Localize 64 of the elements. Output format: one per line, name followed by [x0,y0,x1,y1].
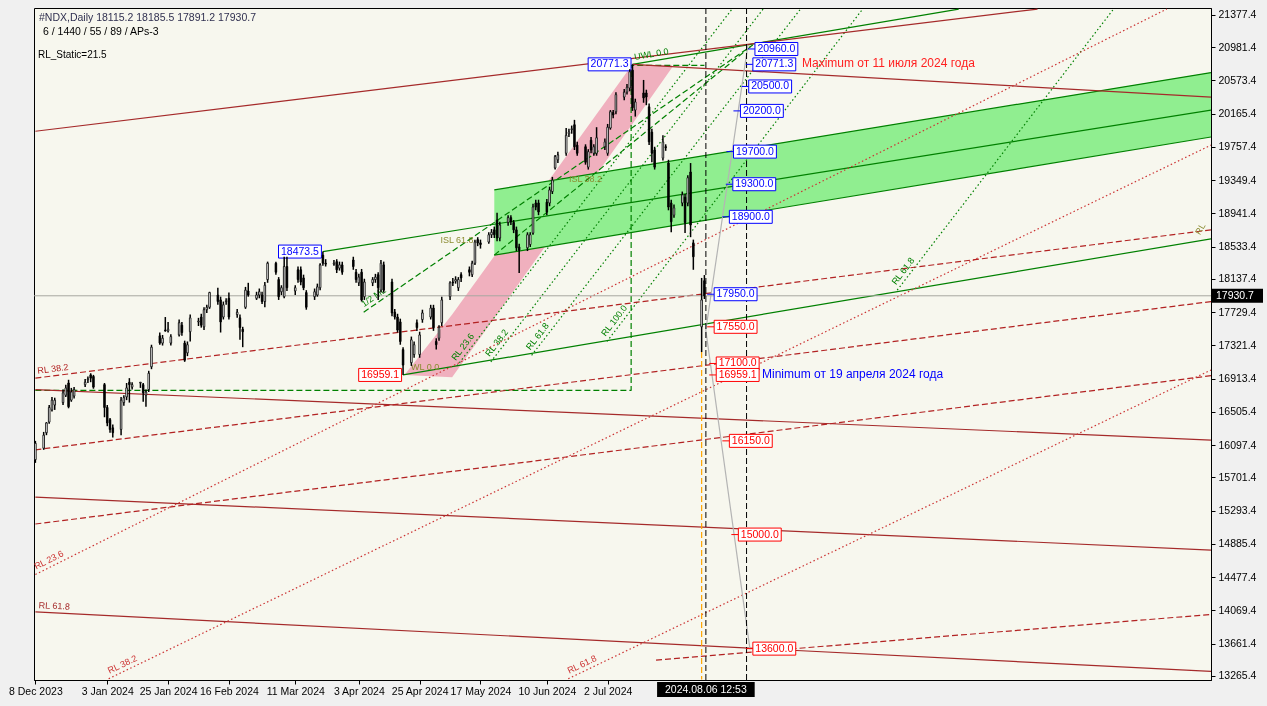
annotation: 19300.0 [735,177,774,190]
x-tick-label: 17 May 2024 [450,684,512,697]
annotation: 15000.0 [740,527,779,540]
annotation: Minimum от 19 апреля 2024 года [762,367,944,381]
x-tick-label: 3 Jan 2024 [81,684,134,697]
x-tick-label: 25 Jan 2024 [139,684,198,697]
text: RL 23.6 [32,548,66,572]
x-tick-label: 25 Apr 2024 [391,684,449,697]
y-tick-label: 16505.4 [1218,405,1257,418]
y-tick-label: 17321.4 [1218,338,1257,351]
text: UWL 0.0 [633,46,670,62]
y-tick-label: 16097.4 [1218,438,1257,451]
y-tick-label: 14069.4 [1218,603,1257,616]
y-tick-label: 18941.4 [1218,206,1257,219]
annotation: Maximum от 11 июля 2024 года [802,56,976,70]
x-tick-label: 10 Jun 2024 [518,684,577,697]
annotation: 17950.0 [716,287,755,300]
x-tick-label: 11 Mar 2024 [266,684,325,697]
y-tick-label: 17729.4 [1218,305,1257,318]
annotation: 18473.5 [280,244,320,257]
annotation: 17100.0 [718,356,757,369]
text: 1/2 ML [359,284,388,309]
y-tick-label: 18137.4 [1218,272,1257,285]
annotation: 18900.0 [731,209,770,222]
ref-line-label: 2024.08.06 12:53 [665,683,747,695]
y-tick-label: 15701.4 [1218,470,1257,483]
annotation: ISL 61.8 [440,234,474,245]
y-tick-label: 16913.4 [1218,372,1257,385]
text: RL 38.2 [36,361,70,376]
annotation: 20200.0 [742,103,781,116]
annotation: 19700.0 [735,144,775,157]
x-tick-label: 8 Dec 2023 [9,684,63,697]
y-tick-label: 14477.4 [1218,570,1257,583]
annotation: 20771.3 [590,57,629,70]
annotation: 16150.0 [731,433,770,446]
y-tick-label: 20981.4 [1218,40,1257,53]
x-tick-label: 2 Jul 2024 [583,684,633,697]
annotation: 20960.0 [757,41,796,54]
series-label: RL 61.8 [38,600,71,612]
annotation: 13600.0 [755,641,794,654]
x-tick-label: 16 Feb 2024 [199,684,260,697]
text: RL 61.8 [565,653,599,676]
y-tick-label: 14885.4 [1218,537,1257,550]
y-tick-label: 19349.4 [1218,173,1257,186]
y-tick-label: 13265.4 [1218,669,1257,682]
annotation: 16959.1 [718,367,757,380]
annotation: 20500.0 [751,79,790,92]
y-tick-label: 21377.4 [1218,8,1257,21]
annotation: 16959.1 [361,367,400,380]
y-tick-label: 19757.4 [1218,140,1257,153]
y-tick-label: 13661.4 [1218,637,1257,650]
chart-title: #NDX,Daily 18115.2 18185.5 17891.2 17930.7 [39,11,257,23]
y-tick-label: 20165.4 [1218,107,1257,120]
ref-line-label: 17930.7 [1216,288,1255,301]
y-tick-label: 18533.4 [1218,240,1257,253]
annotation: RL [1193,221,1208,237]
x-tick-label: 3 Apr 2024 [333,684,385,697]
y-tick-label: 15293.4 [1218,504,1257,517]
annotation: RL_Static=21.5 [38,49,108,60]
annotation: 20771.3 [755,57,794,70]
text: RL 38.2 [106,653,139,676]
annotation: 17550.0 [716,319,755,332]
text: 6 / 1440 / 55 / 89 / APs-3 [43,25,159,37]
y-tick-label: 20573.4 [1218,73,1257,86]
